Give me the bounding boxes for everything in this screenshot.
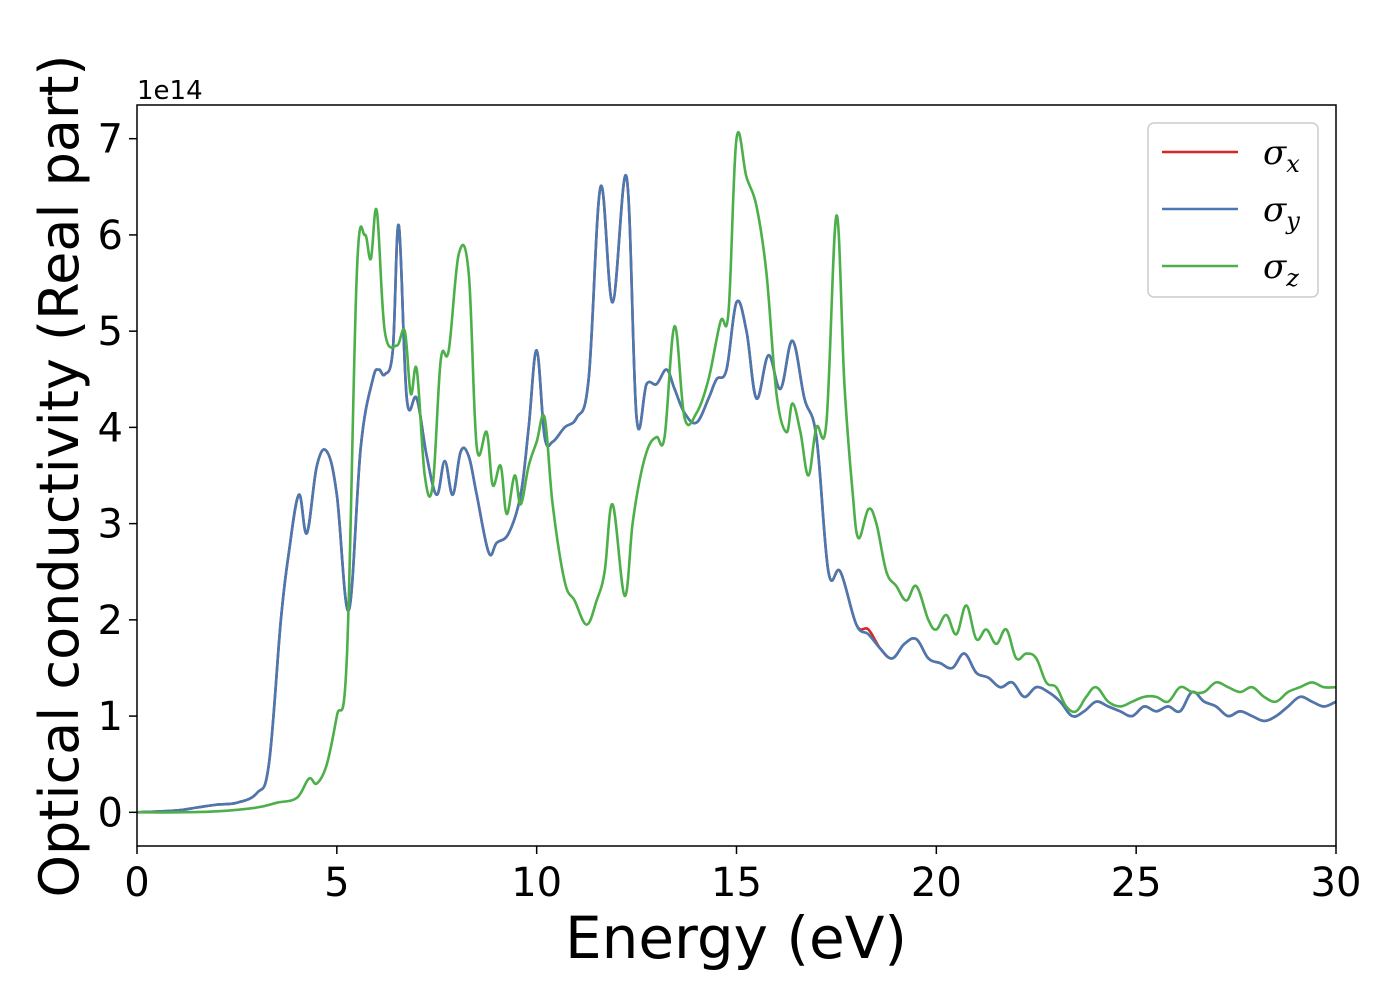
x-tick-label: 10 [511, 860, 562, 906]
y-offset-label: 1e14 [137, 76, 203, 106]
x-tick-label: 5 [324, 860, 349, 906]
y-tick-label: 6 [98, 213, 123, 259]
legend-label-sigma-x: σx [1263, 133, 1300, 178]
legend-symbol: σ [1263, 247, 1287, 287]
legend-subscript: x [1286, 150, 1300, 178]
series-line-sigma-y [137, 173, 1336, 814]
series-layer [137, 130, 1336, 814]
x-axis-label: Energy (eV) [565, 904, 907, 972]
y-tick-label: 3 [98, 502, 123, 548]
x-tick-label: 0 [124, 860, 149, 906]
y-tick-label: 5 [98, 309, 123, 355]
y-tick-label: 0 [98, 790, 123, 836]
y-tick-label: 1 [98, 694, 123, 740]
x-axis-ticks: 0 5 10 15 20 25 30 [124, 846, 1361, 906]
legend-label-sigma-z: σz [1263, 247, 1299, 292]
y-tick-label: 4 [98, 405, 123, 451]
legend-subscript: y [1285, 207, 1300, 235]
legend-symbol: σ [1263, 190, 1287, 230]
x-tick-label: 30 [1311, 860, 1362, 906]
legend-label-sigma-y: σy [1263, 190, 1300, 235]
y-tick-label: 7 [98, 117, 123, 163]
legend-subscript: z [1285, 264, 1299, 292]
x-tick-label: 15 [711, 860, 762, 906]
x-tick-label: 25 [1111, 860, 1162, 906]
legend-symbol: σ [1263, 133, 1287, 173]
series-line-sigma-z [137, 130, 1336, 814]
y-axis-label: Optical conductivity (Real part) [28, 55, 91, 898]
y-tick-label: 2 [98, 598, 123, 644]
x-tick-label: 20 [911, 860, 962, 906]
y-axis-ticks: 0 1 2 3 4 5 6 7 [98, 117, 137, 836]
